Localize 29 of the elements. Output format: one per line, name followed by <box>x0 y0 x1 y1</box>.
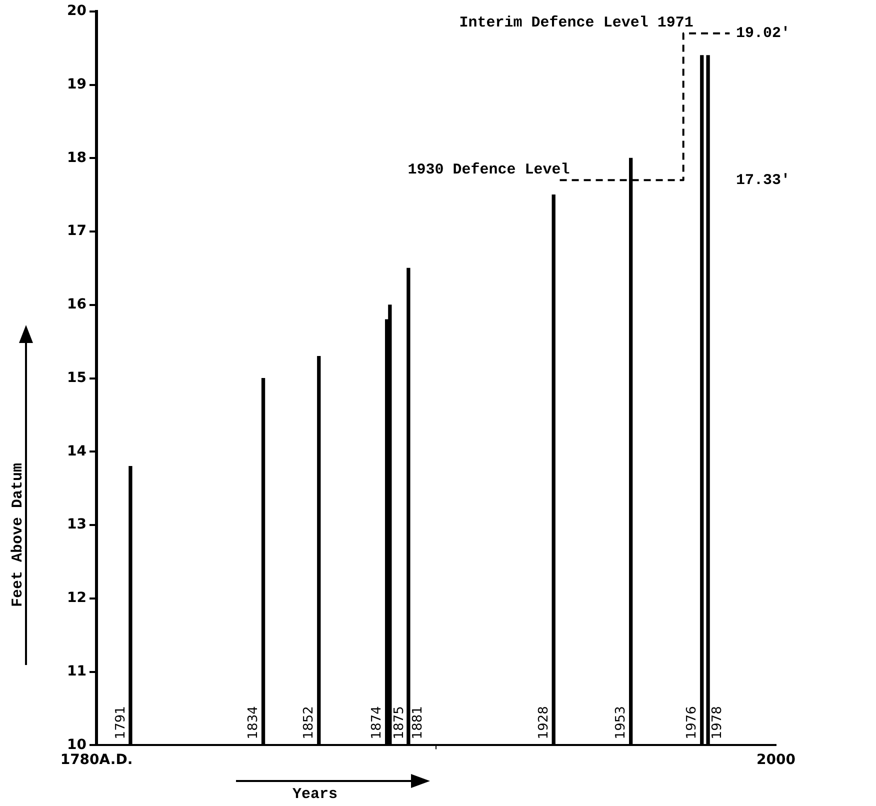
annotation: Interim Defence Level 1971 <box>459 14 694 32</box>
y-tick-label: 10 <box>67 736 87 753</box>
annotation: 1976 <box>684 706 700 740</box>
y-tick-label: 15 <box>67 370 86 386</box>
annotation: 1874 <box>370 706 385 740</box>
annotation: 1928 <box>536 706 552 740</box>
y-tick-label: 18 <box>67 150 86 166</box>
y-tick-label: 12 <box>67 590 86 606</box>
y-tick-label: 16 <box>67 296 86 313</box>
y-tick-label: 19 <box>67 76 86 92</box>
y-axis-title: Feet Above Datum <box>10 462 26 608</box>
annotation: 1930 Defence Level <box>408 161 570 178</box>
annotation: 19.02' <box>736 25 790 42</box>
x-axis-title: Years <box>292 786 338 803</box>
y-tick-label: 11 <box>67 663 86 680</box>
y-tick-label: 17 <box>67 223 86 240</box>
y-tick-label: 13 <box>67 516 86 533</box>
y-tick-label: 20 <box>67 3 87 20</box>
annotation: 1978 <box>710 706 725 740</box>
x-tick-label: 2000 <box>756 752 796 768</box>
annotation: 1791 <box>113 706 128 740</box>
annotation: 1881 <box>410 706 426 740</box>
y-tick-label: 14 <box>67 443 87 460</box>
annotation: 1953 <box>614 706 629 740</box>
annotation: 1834 <box>246 706 262 740</box>
annotation: 1875 <box>392 706 407 740</box>
annotation: 1852 <box>302 706 317 740</box>
x-tick-label: 1780A.D. <box>60 752 133 768</box>
annotation: 17.33' <box>736 172 790 189</box>
